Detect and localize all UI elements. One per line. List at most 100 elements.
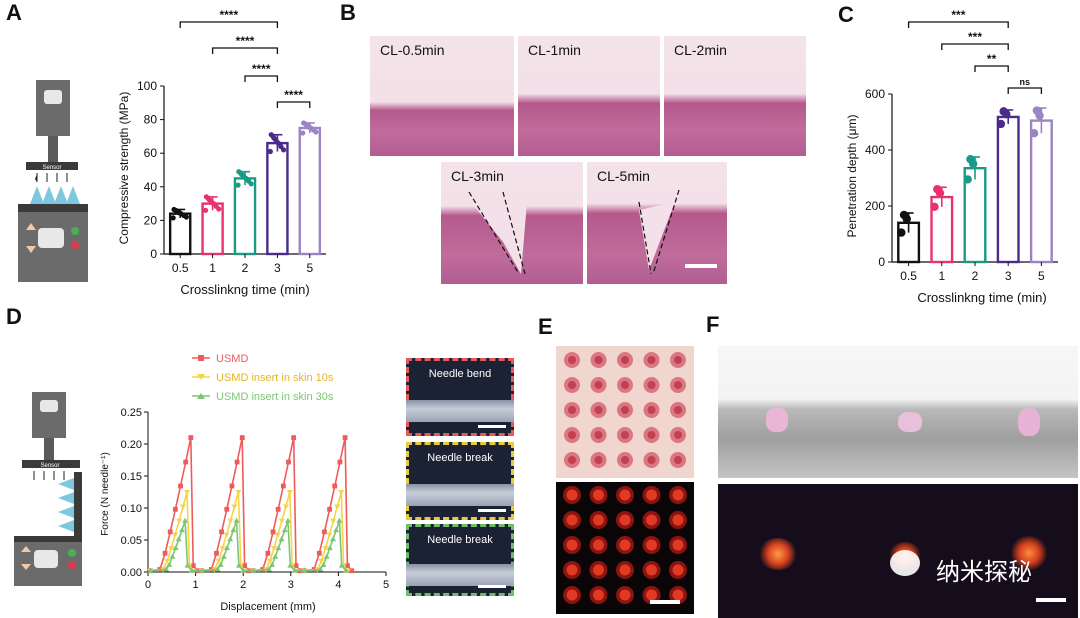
x-tick-label: 5 — [306, 261, 313, 275]
y-tick-label: 20 — [144, 213, 158, 227]
data-point — [219, 546, 226, 552]
microneedle-spot-core — [647, 356, 656, 364]
data-point — [897, 228, 906, 237]
data-point — [968, 159, 978, 168]
skin-section-fluorescence: 纳米探秘 — [718, 484, 1078, 618]
data-point — [184, 562, 191, 568]
data-point — [167, 529, 173, 535]
microneedle-spot-core — [594, 356, 603, 364]
data-point — [313, 129, 319, 135]
data-point — [322, 546, 329, 552]
scale-bar — [685, 264, 717, 268]
histology-cl-5min: CL-5min — [587, 162, 727, 284]
y-tick-label: 100 — [137, 79, 157, 93]
microneedle-spot-core — [568, 381, 576, 389]
histology-label: CL-2min — [674, 42, 727, 58]
microneedle-spot-core — [621, 456, 629, 464]
histology-label: CL-0.5min — [380, 42, 445, 58]
data-point — [337, 459, 343, 465]
data-point — [332, 483, 338, 489]
data-point — [326, 545, 333, 551]
scale-bar — [478, 509, 506, 512]
y-tick-label: 0.00 — [121, 567, 142, 579]
bar — [266, 141, 289, 256]
histology-label: CL-3min — [451, 168, 504, 184]
data-point — [293, 563, 299, 568]
significance-label: **** — [219, 8, 238, 22]
data-point — [281, 527, 288, 533]
data-point — [234, 459, 240, 465]
wechat-icon — [890, 550, 920, 576]
needle-panel-title: Needle break — [427, 452, 493, 464]
data-point — [267, 558, 274, 564]
y-tick-label: 600 — [865, 87, 885, 101]
data-point — [176, 210, 182, 216]
y-tick-label: 0.15 — [121, 471, 142, 483]
data-point — [1035, 111, 1044, 120]
microneedle-spot-core — [621, 381, 629, 389]
fluorescent-spot-core — [566, 489, 578, 501]
fluorescent-spot-core — [619, 539, 631, 551]
legend-label: USMD insert in skin 30s — [216, 391, 334, 403]
data-point — [216, 206, 222, 212]
data-point — [169, 553, 176, 559]
data-point — [250, 567, 257, 573]
data-point — [217, 561, 224, 567]
data-point — [280, 483, 286, 489]
legend-marker — [197, 374, 205, 380]
data-point — [168, 546, 175, 552]
x-tick-label: 3 — [274, 261, 281, 275]
data-point — [224, 545, 231, 551]
data-point — [162, 550, 168, 556]
puncture-outline — [638, 189, 680, 275]
data-point — [322, 529, 327, 535]
y-tick-label: 200 — [865, 199, 885, 213]
data-point — [327, 506, 332, 512]
data-point — [163, 566, 170, 572]
data-point — [241, 174, 247, 180]
scale-bar — [478, 585, 506, 588]
force-displacement-chart: 0.00 0.05 0.10 0.15 0.20 0.25 0 1 2 3 4 5 USMD USMD i… — [100, 353, 389, 613]
significance-label: **** — [284, 88, 303, 102]
data-point — [183, 459, 189, 465]
data-point — [188, 567, 195, 573]
data-point — [286, 490, 293, 495]
data-point — [270, 546, 277, 552]
microneedle-spot-core — [568, 456, 576, 464]
data-point — [235, 490, 242, 495]
data-point — [300, 130, 306, 136]
fluorescent-spot-core — [566, 514, 578, 526]
fluorescent-spot-core — [566, 589, 578, 601]
data-point — [278, 536, 285, 542]
series-line — [150, 520, 347, 572]
compressive-strength-chart: 0 20 40 60 80 100 0.5 1 2 3 5 **** **** **** **** Cros… — [117, 8, 326, 297]
data-point — [336, 517, 343, 523]
microneedle-spot-core — [594, 431, 603, 439]
x-tick-label: 3 — [288, 579, 294, 591]
microneedle-spot-core — [568, 356, 576, 364]
data-point — [190, 563, 196, 568]
data-point — [227, 518, 234, 524]
data-point — [176, 518, 183, 524]
data-point — [306, 124, 312, 130]
data-point — [320, 561, 327, 567]
data-point — [180, 504, 187, 510]
sensor-label-d: Sensor — [40, 463, 59, 469]
data-point — [996, 119, 1006, 129]
fluorescent-spot-core — [593, 589, 604, 601]
data-point — [334, 504, 341, 510]
data-point — [1029, 129, 1039, 138]
microneedle-spot-core — [674, 456, 682, 464]
data-point — [229, 483, 235, 489]
data-point — [147, 567, 154, 573]
data-point — [286, 459, 291, 465]
data-point — [301, 567, 308, 573]
data-point — [269, 561, 276, 567]
data-point — [183, 214, 189, 220]
data-point — [265, 566, 272, 572]
microneedle-spot-core — [647, 431, 656, 439]
histology-label: CL-1min — [528, 42, 581, 58]
microneedle-spot-core — [674, 356, 682, 364]
scale-bar — [1036, 598, 1066, 602]
data-point — [230, 527, 237, 533]
